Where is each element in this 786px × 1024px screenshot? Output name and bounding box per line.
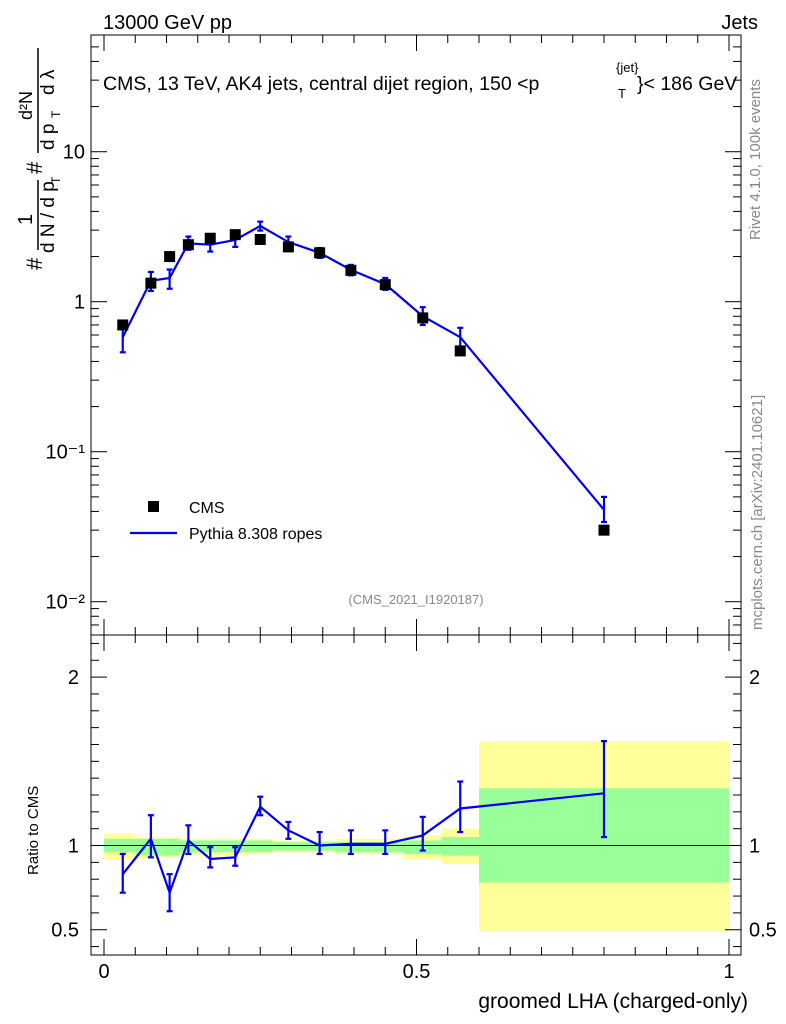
svg-text:#: # <box>22 161 47 174</box>
svg-text:T: T <box>49 176 63 184</box>
ratio-band-inner <box>441 837 479 856</box>
plot-title-sup: {jet} <box>616 60 639 75</box>
x-tick-label: 0.5 <box>403 961 431 983</box>
ratio-y-tick-label: 0.5 <box>51 920 79 942</box>
svg-text:d²N: d²N <box>16 91 36 120</box>
svg-text:#: # <box>22 257 47 270</box>
ratio-y-axis-label: Ratio to CMS <box>25 786 42 875</box>
analysis-id: (CMS_2021_I1920187) <box>348 592 483 607</box>
plot-title: CMS, 13 TeV, AK4 jets, central dijet reg… <box>103 60 737 101</box>
main-y-tick-label: 10⁻² <box>46 592 86 614</box>
cms-data-point <box>204 232 216 244</box>
rivet-label: Rivet 4.1.0, 100k events <box>747 79 764 240</box>
cms-data-point <box>282 241 294 253</box>
cms-data-point <box>164 251 176 263</box>
plot-title-end: }< 186 GeV <box>637 73 737 95</box>
ratio-band-inner <box>247 840 273 853</box>
cms-data-point <box>254 233 266 245</box>
main-y-tick-label: 1 <box>74 292 85 314</box>
main-y-axis-label: # 1 d N / d p T # d²N d p T d λ <box>15 48 63 270</box>
cms-data-point <box>598 524 610 536</box>
ratio-y-tick-label-right: 2 <box>749 667 760 689</box>
svg-text:d p: d p <box>38 124 59 150</box>
x-tick-label: 1 <box>723 961 734 983</box>
cms-data-point <box>145 277 157 289</box>
ratio-y-tick-label: 1 <box>68 836 79 858</box>
cms-data-point <box>182 239 194 251</box>
main-y-tick-label: 10 <box>63 142 85 164</box>
main-frame <box>90 34 742 636</box>
svg-text:T: T <box>49 110 63 118</box>
legend: CMS Pythia 8.308 ropes <box>130 500 322 543</box>
x-axis-label: groomed LHA (charged-only) <box>478 990 748 1013</box>
ratio-line <box>121 792 605 896</box>
ratio-y-tick-label-right: 0.5 <box>749 920 777 942</box>
svg-text:1: 1 <box>15 214 37 225</box>
cms-data-point <box>314 247 326 259</box>
ratio-band-inner <box>160 838 179 856</box>
legend-marker-cms <box>148 501 159 512</box>
main-series <box>117 220 610 536</box>
cms-data-point <box>454 345 466 357</box>
ratio-y-tick-label-right: 1 <box>749 836 760 858</box>
svg-text:d N / d p: d N / d p <box>38 181 59 253</box>
pythia-line <box>121 224 605 511</box>
main-axes: 10⁻² 10⁻¹ 1 10 <box>46 34 742 636</box>
ratio-y-tick-label: 2 <box>68 667 79 689</box>
legend-label-pythia: Pythia 8.308 ropes <box>189 526 322 543</box>
cms-data-point <box>417 312 429 324</box>
ratio-series <box>119 740 607 913</box>
cms-data-point <box>379 279 391 291</box>
svg-text:d λ: d λ <box>38 69 59 95</box>
cms-data-point <box>345 264 357 276</box>
ratio-axes: 0.5 0.5 1 1 2 2 0 0.5 1 <box>51 634 777 983</box>
category-label: Jets <box>721 12 758 34</box>
x-tick-label: 0 <box>98 961 109 983</box>
ratio-band-inner <box>272 842 304 851</box>
legend-label-cms: CMS <box>189 500 225 517</box>
mcplots-label: mcplots.cern.ch [arXiv:2401.10621] <box>749 395 766 630</box>
plot-title-main: CMS, 13 TeV, AK4 jets, central dijet reg… <box>103 73 539 95</box>
cms-data-point <box>229 229 241 241</box>
cms-data-point <box>117 319 129 331</box>
plot-title-sub: T <box>618 86 626 101</box>
energy-label: 13000 GeV pp <box>103 12 232 34</box>
main-y-tick-label: 10⁻¹ <box>46 442 86 464</box>
